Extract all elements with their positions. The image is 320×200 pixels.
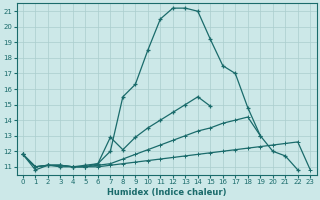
X-axis label: Humidex (Indice chaleur): Humidex (Indice chaleur) xyxy=(107,188,226,197)
